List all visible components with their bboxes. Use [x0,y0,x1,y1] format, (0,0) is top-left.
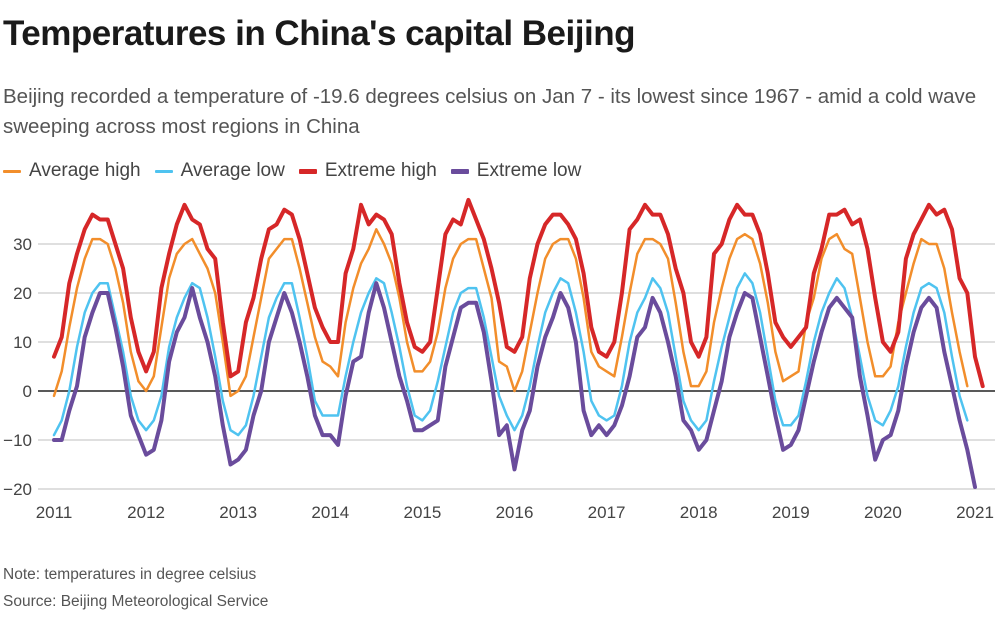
y-tick-label: 20 [13,284,32,303]
chart-subtitle: Beijing recorded a temperature of -19.6 … [3,85,977,138]
series-lines [52,197,985,489]
legend-swatch-extreme-low [450,168,469,174]
legend-item-average-high: Average high [3,160,141,182]
chart-title: Temperatures in China's capital Beijing [3,14,635,53]
x-tick-label: 2015 [403,503,441,522]
y-tick-label: 0 [23,382,32,401]
x-tick-label: 2016 [496,503,534,522]
x-tick-label: 2021 [956,503,994,522]
legend-item-average-low: Average low [154,160,285,182]
y-tick-label: 30 [13,235,32,254]
legend-swatch-extreme-high [298,168,317,174]
legend-item-extreme-low: Extreme low [450,160,582,182]
x-tick-label: 2014 [311,503,349,522]
x-tick-label: 2020 [864,503,902,522]
y-tick-label: −20 [3,480,32,499]
y-axis-labels: −20 −10 0 10 20 30 [3,235,32,499]
legend-swatch-average-high [3,169,21,173]
footnote: Note: temperatures in degree celsius [3,566,257,583]
legend-swatch-average-low [154,169,173,173]
source-credit: Source: Beijing Meteorological Service [3,593,269,610]
series-line-average-low [52,272,969,437]
legend-item-extreme-high: Extreme high [298,160,437,182]
x-tick-label: 2017 [588,503,626,522]
gridlines [38,243,995,490]
x-tick-label: 2013 [219,503,257,522]
chart-legend: Average high Average low Extreme high Ex… [3,160,595,182]
x-tick-label: 2011 [36,503,73,522]
y-tick-label: 10 [13,333,32,352]
x-tick-label: 2012 [127,503,165,522]
series-line-average-high [52,228,969,398]
legend-label: Average high [29,160,141,181]
series-line-extreme-low [52,281,977,489]
x-tick-label: 2019 [772,503,810,522]
series-line-extreme-high [52,197,985,389]
x-axis-labels: 2011 2012 2013 2014 2015 2016 2017 2018 2019 2020… [36,503,994,522]
legend-label: Extreme low [476,160,582,181]
legend-label: Extreme high [324,160,437,181]
x-tick-label: 2018 [680,503,718,522]
legend-label: Average low [180,160,285,181]
y-tick-label: −10 [3,431,32,450]
